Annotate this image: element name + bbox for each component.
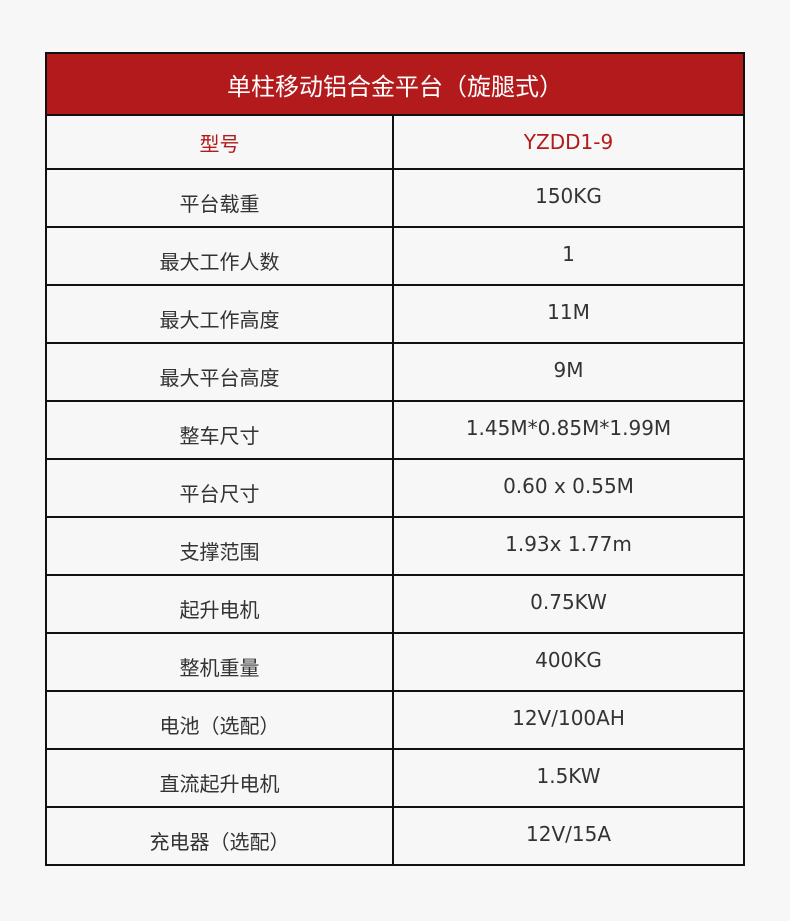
table-row: 整车尺寸 1.45M*0.85M*1.99M (47, 402, 743, 460)
table-row: 平台尺寸 0.60 x 0.55M (47, 460, 743, 518)
spec-value: 0.60 x 0.55M (503, 474, 634, 498)
spec-value: 12V/100AH (512, 706, 625, 730)
spec-label: 整车尺寸 (47, 402, 394, 458)
spec-value: 1 (562, 242, 575, 266)
spec-label: 最大平台高度 (47, 344, 394, 400)
spec-label: 支撑范围 (47, 518, 394, 574)
spec-label: 型号 (47, 116, 394, 168)
spec-value: 0.75KW (530, 590, 607, 614)
spec-value: YZDD1-9 (523, 130, 614, 154)
spec-label: 整机重量 (47, 634, 394, 690)
spec-label: 充电器（选配） (47, 808, 394, 864)
spec-label: 平台载重 (47, 170, 394, 226)
table-row: 直流起升电机 1.5KW (47, 750, 743, 808)
spec-label: 最大工作人数 (47, 228, 394, 284)
table-row: 支撑范围 1.93x 1.77m (47, 518, 743, 576)
spec-value: 9M (553, 358, 584, 382)
spec-table: 单柱移动铝合金平台（旋腿式） 型号 YZDD1-9 平台载重 150KG 最大工作人数 1… (45, 52, 745, 866)
spec-label: 直流起升电机 (47, 750, 394, 806)
table-row: 最大工作人数 1 (47, 228, 743, 286)
table-row: 充电器（选配） 12V/15A (47, 808, 743, 864)
table-row: 起升电机 0.75KW (47, 576, 743, 634)
spec-label: 最大工作高度 (47, 286, 394, 342)
spec-value: 1.45M*0.85M*1.99M (465, 416, 672, 440)
table-row: 最大平台高度 9M (47, 344, 743, 402)
spec-value: 12V/15A (526, 822, 611, 846)
spec-value: 11M (547, 300, 590, 324)
table-row: 平台载重 150KG (47, 170, 743, 228)
table-row: 整机重量 400KG (47, 634, 743, 692)
spec-value: 1.93x 1.77m (505, 532, 632, 556)
table-row: 型号 YZDD1-9 (47, 116, 743, 170)
table-row: 最大工作高度 11M (47, 286, 743, 344)
spec-value: 400KG (535, 648, 602, 672)
spec-value: 150KG (535, 184, 602, 208)
spec-value: 1.5KW (536, 764, 601, 788)
table-row: 电池（选配） 12V/100AH (47, 692, 743, 750)
spec-label: 电池（选配） (47, 692, 394, 748)
spec-label: 平台尺寸 (47, 460, 394, 516)
table-title: 单柱移动铝合金平台（旋腿式） (47, 54, 743, 116)
spec-label: 起升电机 (47, 576, 394, 632)
